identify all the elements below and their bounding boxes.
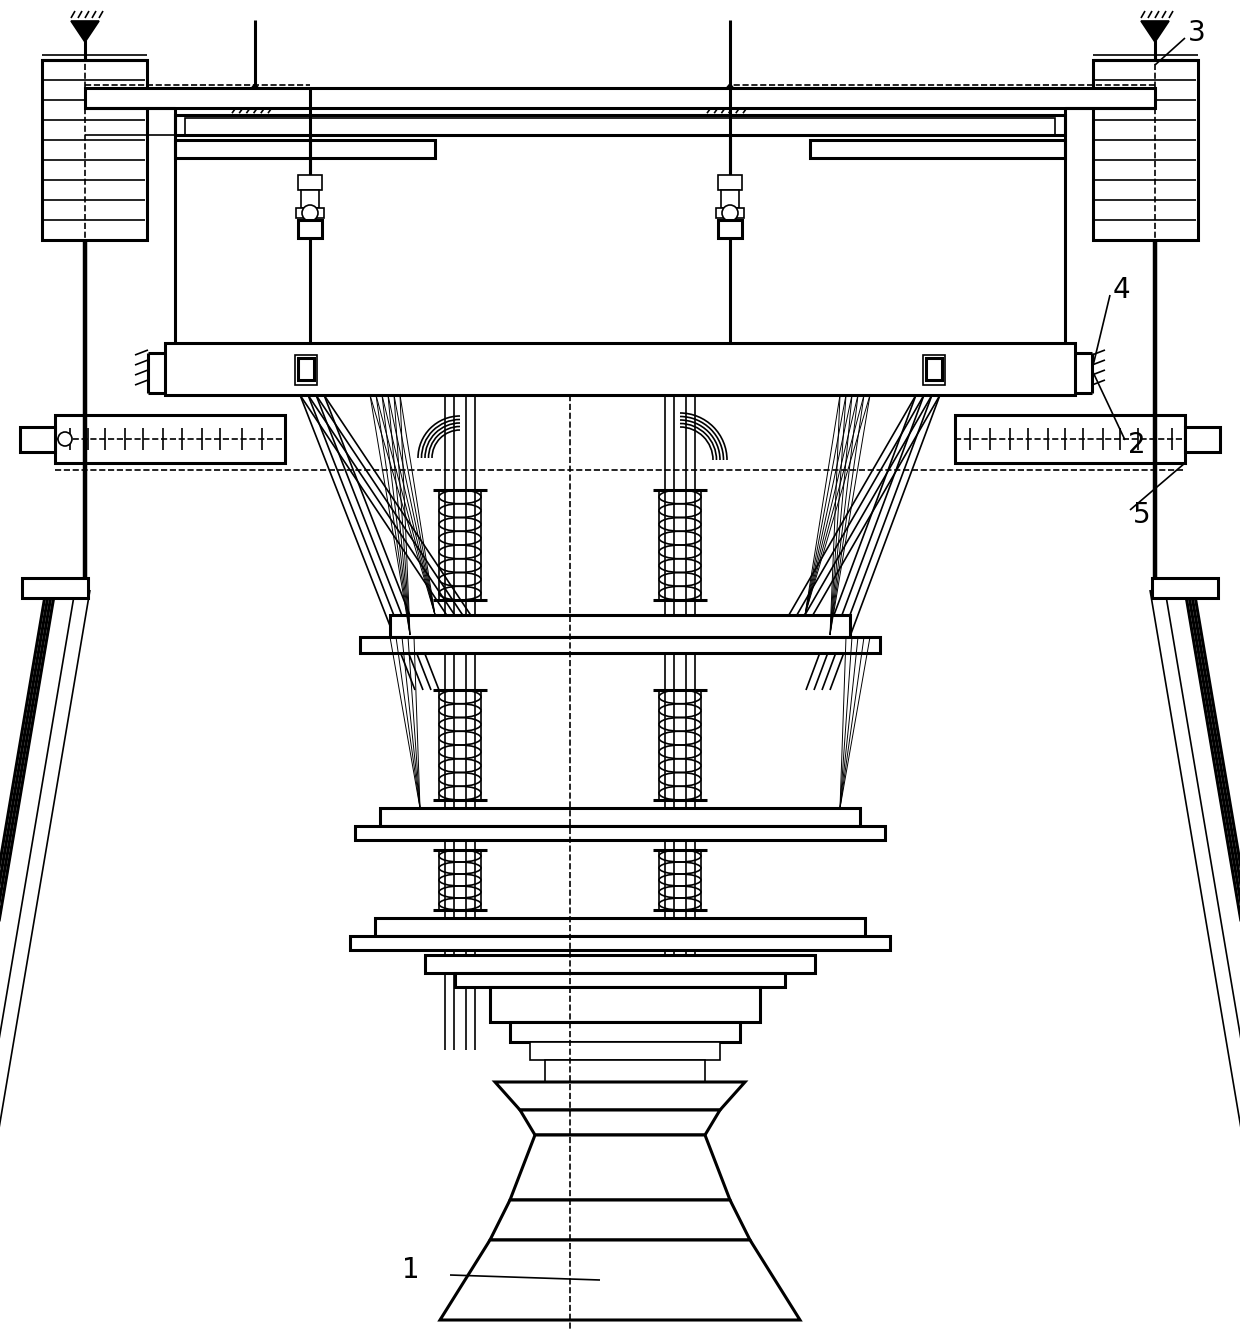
Bar (22, 578, 88, 599)
Bar (350, 936, 890, 949)
Bar (529, 1042, 720, 1060)
Text: 4: 4 (1114, 276, 1131, 304)
Bar (955, 415, 1185, 463)
Bar (923, 355, 945, 386)
Bar (355, 826, 885, 840)
Bar (810, 141, 1065, 158)
Bar (175, 115, 1065, 135)
Circle shape (303, 205, 317, 221)
Bar (175, 141, 435, 158)
Bar (296, 208, 324, 218)
Bar (298, 358, 314, 380)
Bar (165, 343, 1075, 395)
Bar (20, 427, 55, 453)
Polygon shape (510, 1135, 730, 1200)
Bar (55, 415, 285, 463)
Polygon shape (71, 21, 99, 42)
Bar (490, 987, 760, 1022)
Text: 3: 3 (1188, 19, 1205, 47)
Polygon shape (440, 1240, 800, 1320)
Bar (86, 88, 1154, 108)
Bar (546, 1060, 706, 1082)
Bar (1185, 427, 1220, 453)
Polygon shape (495, 1082, 745, 1110)
Bar (718, 175, 742, 190)
Bar (301, 190, 319, 208)
Bar (720, 190, 739, 208)
Polygon shape (520, 1110, 720, 1135)
Text: 5: 5 (1133, 501, 1151, 529)
Bar (1092, 60, 1198, 240)
Text: 1: 1 (402, 1256, 420, 1284)
Bar (1152, 578, 1218, 599)
Bar (718, 220, 742, 238)
Bar (391, 615, 849, 637)
Bar (42, 60, 148, 240)
Bar (715, 208, 744, 218)
Bar (185, 118, 1055, 135)
Bar (298, 175, 322, 190)
Bar (374, 919, 866, 936)
Polygon shape (490, 1200, 750, 1240)
Bar (295, 355, 317, 386)
Bar (455, 973, 785, 987)
Bar (360, 637, 880, 653)
Bar (379, 807, 861, 826)
Circle shape (58, 432, 72, 446)
Bar (298, 220, 322, 238)
Bar (510, 1022, 740, 1042)
Bar (425, 955, 815, 973)
Bar (926, 358, 942, 380)
Circle shape (722, 205, 738, 221)
Text: 2: 2 (1128, 431, 1146, 459)
Polygon shape (1141, 21, 1169, 42)
